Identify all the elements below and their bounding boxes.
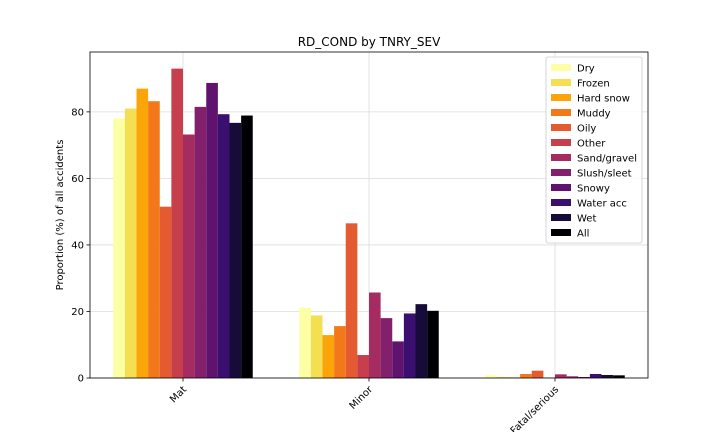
y-tick-label: 20 [71,307,84,318]
bar [299,307,311,378]
chart-title: RD_COND by TNRY_SEV [298,35,441,49]
bar [113,118,125,378]
legend-label: Sand/gravel [577,154,637,165]
legend-swatch [551,184,571,191]
bar [589,374,602,378]
legend-label: Other [577,139,606,150]
legend-swatch [551,154,571,161]
bar [229,122,242,378]
bar [613,375,625,378]
y-axis-label: Proportion (%) of all accidents [55,140,66,291]
y-tick-label: 0 [78,374,84,385]
bar [148,101,160,378]
legend-label: Oily [577,124,596,135]
legend-swatch [551,139,571,146]
bar [322,335,335,378]
legend-swatch [551,214,571,221]
bar [380,318,393,378]
legend-swatch [551,229,571,236]
bar [369,292,381,378]
legend-label: Muddy [577,109,611,120]
bar [241,115,253,378]
bar [601,375,614,378]
bar [485,375,497,378]
legend-swatch [551,199,571,206]
bar [183,134,195,378]
legend-swatch [551,79,571,86]
bar [392,341,404,378]
bar [427,310,439,378]
legend-label: Dry [577,64,595,75]
legend-swatch [551,124,571,131]
bar [578,377,590,378]
bar [171,68,183,378]
x-tick-label: Fatal/serious [509,384,561,432]
legend-swatch [551,64,571,71]
bar [124,108,137,378]
y-tick-label: 40 [71,240,84,251]
legend-swatch [551,94,571,101]
legend-swatch [551,169,571,176]
legend-label: Wet [577,214,596,225]
bar [334,326,346,378]
bar [159,206,172,378]
bar [520,374,532,378]
bar [357,355,369,378]
bar [136,88,149,379]
y-tick-label: 60 [71,174,84,185]
bar [496,377,509,378]
legend-label: Frozen [577,79,610,90]
legend-label: All [577,229,589,240]
bar [345,223,358,378]
legend-label: Snowy [577,184,610,195]
bar [415,304,428,378]
bar [194,106,207,378]
x-axis: Mat Minor Fatal/serious [168,378,561,432]
bar [555,374,567,378]
bar [566,376,579,378]
legend-label: Slush/sleet [577,169,632,180]
legend-box [545,56,643,244]
bar [403,313,416,378]
legend: Dry Frozen Hard snow Muddy Oily Other Sand/gra… [545,56,643,244]
y-tick-label: 80 [71,107,84,118]
bar [217,114,230,379]
bar [206,82,218,378]
bars [113,68,625,379]
x-tick-label: Mat [168,384,189,405]
legend-label: Hard snow [577,94,630,105]
x-tick-label: Minor [348,384,376,412]
legend-label: Water acc [577,199,627,210]
bar [310,315,323,378]
bar [531,370,544,378]
y-axis: 0 20 40 60 80 [71,107,90,385]
legend-swatch [551,109,571,116]
